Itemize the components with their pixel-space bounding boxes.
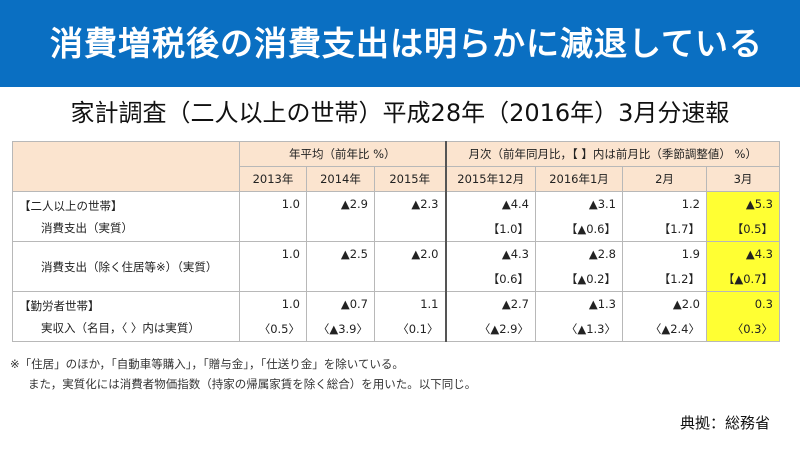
- row-label: 【二人以上の世帯】 消費支出（実質）: [12, 191, 240, 242]
- row-label: 消費支出（除く住居等※）（実質）: [12, 241, 240, 292]
- value-cell: 【▲0.6】: [535, 216, 623, 242]
- value-cell: ▲2.8: [535, 241, 623, 267]
- value-cell: ▲2.0: [622, 291, 707, 317]
- highlight-value-cell: 〈0.3〉: [706, 316, 780, 342]
- value-cell: [374, 216, 446, 242]
- annual-group-header: 年平均（前年比 %）: [239, 141, 446, 167]
- corner-cell: [12, 166, 240, 192]
- value-cell: [306, 266, 375, 292]
- monthly-group-header: 月次（前年同月比，【 】内は前月比（季節調整値） %）: [444, 141, 780, 167]
- value-cell: ▲2.7: [444, 291, 536, 317]
- footnote: ※「住居」のほか，「自動車等購入」，「贈与金」，「仕送り金」を除いている。 また…: [10, 354, 476, 394]
- value-cell: [239, 216, 307, 242]
- value-cell: 1.9: [622, 241, 707, 267]
- group-header-row: 年平均（前年比 %） 月次（前年同月比，【 】内は前月比（季節調整値） %）: [12, 141, 780, 167]
- highlight-value-cell: 【▲0.7】: [706, 266, 780, 292]
- row-label: 【勤労者世帯】 実収入（名目，〈 〉内は実質）: [12, 291, 240, 342]
- highlight-value-cell: ▲5.3: [706, 191, 780, 217]
- highlight-value-cell: 【0.5】: [706, 216, 780, 242]
- value-cell: ▲4.4: [444, 191, 536, 217]
- value-cell: ▲4.3: [444, 241, 536, 267]
- value-cell: [239, 266, 307, 292]
- table-subtitle: 家計調査（二人以上の世帯）平成28年（2016年）3月分速報: [70, 99, 730, 127]
- column-header: 2016年1月: [535, 166, 623, 192]
- highlight-value-cell: ▲4.3: [706, 241, 780, 267]
- value-cell: ▲2.9: [306, 191, 375, 217]
- value-cell: ▲2.3: [374, 191, 446, 217]
- table-row: 【二人以上の世帯】 消費支出（実質） 1.0 ▲2.9 ▲2.3 ▲4.4 ▲3…: [12, 191, 780, 242]
- column-header: 2014年: [306, 166, 375, 192]
- column-header: 2015年12月: [444, 166, 536, 192]
- source-credit: 典拠：総務省: [679, 414, 770, 432]
- row-group-label: 【勤労者世帯】: [19, 298, 100, 313]
- table-row: 【勤労者世帯】 実収入（名目，〈 〉内は実質） 1.0 ▲0.7 1.1 ▲2.…: [12, 291, 780, 342]
- value-cell: 1.0: [239, 191, 307, 217]
- value-cell: ▲3.1: [535, 191, 623, 217]
- value-cell: 〈▲2.4〉: [622, 316, 707, 342]
- row-item-label: 消費支出（実質）: [41, 220, 133, 235]
- value-cell: 〈0.5〉: [239, 316, 307, 342]
- value-cell: 〈0.1〉: [374, 316, 446, 342]
- household-survey-table: 年平均（前年比 %） 月次（前年同月比，【 】内は前月比（季節調整値） %） 2…: [12, 141, 780, 342]
- value-cell: [374, 266, 446, 292]
- value-cell: ▲0.7: [306, 291, 375, 317]
- column-header: 2013年: [239, 166, 307, 192]
- value-cell: 【1.2】: [622, 266, 707, 292]
- value-cell: 〈▲3.9〉: [306, 316, 375, 342]
- value-cell: 【1.7】: [622, 216, 707, 242]
- column-header: 3月: [706, 166, 780, 192]
- value-cell: [306, 216, 375, 242]
- banner-title: 消費増税後の消費支出は明らかに減退している: [50, 24, 764, 63]
- corner-cell: [12, 141, 240, 167]
- value-cell: 1.0: [239, 291, 307, 317]
- value-cell: 1.0: [239, 241, 307, 267]
- value-cell: 1.2: [622, 191, 707, 217]
- column-header: 2015年: [374, 166, 446, 192]
- title-banner: 消費増税後の消費支出は明らかに減退している: [0, 0, 800, 87]
- highlight-value-cell: 0.3: [706, 291, 780, 317]
- value-cell: 【0.6】: [444, 266, 536, 292]
- value-cell: ▲2.5: [306, 241, 375, 267]
- table-row: 〈0.5〉 〈▲3.9〉 〈0.1〉 〈▲2.9〉 〈▲1.3〉 〈▲2.4〉 …: [13, 316, 780, 342]
- value-cell: 〈▲2.9〉: [444, 316, 536, 342]
- value-cell: ▲2.0: [374, 241, 446, 267]
- column-header-row: 2013年 2014年 2015年 2015年12月 2016年1月 2月 3月: [12, 166, 780, 192]
- table-row: 消費支出（除く住居等※）（実質） 1.0 ▲2.5 ▲2.0 ▲4.3 ▲2.8…: [12, 241, 780, 292]
- row-item-label: 実収入（名目，〈 〉内は実質）: [41, 320, 200, 335]
- footnote-line: また，実質化には消費者物価指数（持家の帰属家賃を除く総合）を用いた。以下同じ。: [28, 377, 477, 391]
- value-cell: 【1.0】: [444, 216, 536, 242]
- footnote-line: ※「住居」のほか，「自動車等購入」，「贈与金」，「仕送り金」を除いている。: [10, 357, 404, 371]
- value-cell: 1.1: [374, 291, 446, 317]
- value-cell: 〈▲1.3〉: [535, 316, 623, 342]
- value-cell: 【▲0.2】: [535, 266, 623, 292]
- column-header: 2月: [622, 166, 707, 192]
- row-group-label: 【二人以上の世帯】: [19, 198, 123, 213]
- row-item-label: 消費支出（除く住居等※）（実質）: [41, 259, 218, 274]
- value-cell: ▲1.3: [535, 291, 623, 317]
